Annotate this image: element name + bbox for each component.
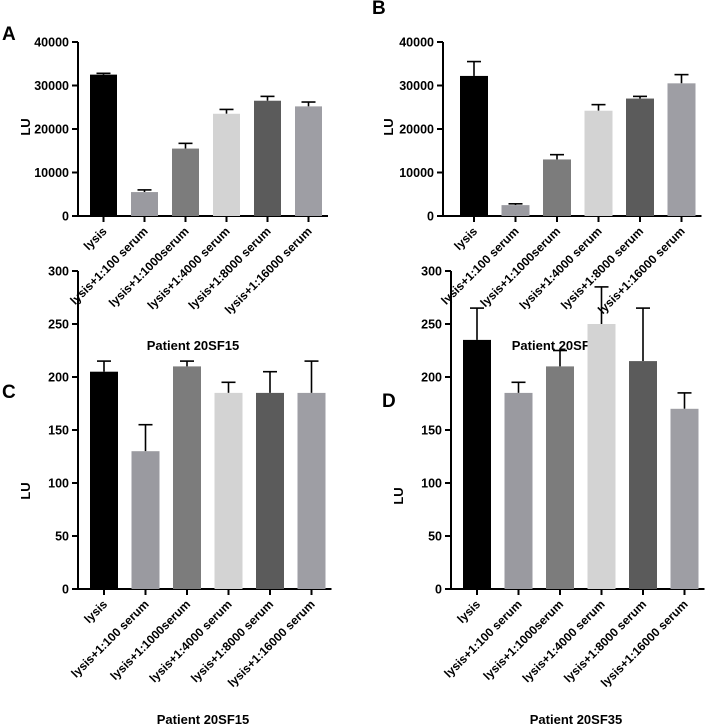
x-tick-label: lysis+1:100 serum xyxy=(68,597,151,680)
bar xyxy=(90,74,117,216)
x-tick-label: lysis+1:1000serum xyxy=(477,224,563,310)
chart-panel-d: D LU Patient 20SF35 0 50 100 150 200 250 300 ly… xyxy=(382,265,705,727)
y-tick-label: 200 xyxy=(48,371,69,385)
y-tick-label: 20000 xyxy=(34,123,69,137)
bar xyxy=(173,366,201,589)
y-tick-label: 100 xyxy=(421,477,442,491)
y-tick-label: 0 xyxy=(427,210,434,224)
bar xyxy=(670,408,699,589)
bar xyxy=(214,392,243,589)
y-tick-label: 30000 xyxy=(399,79,434,93)
bar xyxy=(172,148,199,216)
y-tick-label: 300 xyxy=(48,265,69,279)
x-tick-label: lysis xyxy=(81,224,110,253)
bar xyxy=(587,324,616,589)
y-tick-label: 0 xyxy=(435,583,442,597)
y-tick-label: 0 xyxy=(62,210,69,224)
y-tick-label: 10000 xyxy=(399,166,434,180)
bar xyxy=(584,110,613,216)
y-tick-label: 300 xyxy=(421,265,442,279)
y-axis-label: LU xyxy=(391,487,406,504)
y-axis-label: LU xyxy=(18,118,33,135)
x-tick-label: lysis+1:1000serum xyxy=(107,597,193,683)
bar xyxy=(667,83,696,216)
x-tick-label: lysis+1:1000serum xyxy=(480,597,566,683)
bar xyxy=(626,98,654,216)
y-tick-label: 10000 xyxy=(34,166,69,180)
y-tick-label: 50 xyxy=(55,530,69,544)
y-tick-label: 150 xyxy=(421,424,442,438)
bar xyxy=(131,451,160,589)
y-tick-label: 250 xyxy=(48,318,69,332)
chart-panel-a: A LU Patient 20SF15 0 10000 20000 30000 4000… xyxy=(2,24,328,353)
y-tick-label: 20000 xyxy=(399,123,434,137)
bar xyxy=(504,392,533,589)
bar xyxy=(543,159,571,216)
y-tick-label: 100 xyxy=(48,477,69,491)
x-axis-title: Patient 20SF15 xyxy=(157,712,250,727)
panel-letter: B xyxy=(372,0,386,19)
panel-letter: D xyxy=(382,391,396,412)
bar xyxy=(254,100,281,216)
bar xyxy=(629,361,657,589)
x-axis-title: Patient 20SF15 xyxy=(147,338,240,353)
y-tick-label: 0 xyxy=(62,583,69,597)
bar xyxy=(463,339,491,589)
chart-panel-c: C LU Patient 20SF15 0 50 100 150 200 250 300 ly… xyxy=(2,265,332,727)
bar xyxy=(501,205,530,216)
x-axis-title: Patient 20SF35 xyxy=(530,712,623,727)
y-tick-label: 30000 xyxy=(34,79,69,93)
x-tick-label: lysis xyxy=(454,597,483,626)
y-tick-label: 200 xyxy=(421,371,442,385)
y-tick-label: 50 xyxy=(428,530,442,544)
bar xyxy=(213,113,240,216)
chart-panel-b: B LU Patient 20SF35 0 10000 20000 30000 4000… xyxy=(372,0,702,353)
panel-letter: A xyxy=(2,24,16,45)
x-axis-title: Patient 20SF35 xyxy=(512,338,605,353)
bar xyxy=(546,366,574,589)
x-tick-label: lysis xyxy=(451,224,480,253)
x-tick-label: lysis xyxy=(81,597,110,626)
y-tick-label: 40000 xyxy=(399,36,434,50)
bar xyxy=(131,192,158,216)
bar xyxy=(295,106,322,216)
y-axis-label: LU xyxy=(18,482,33,499)
y-axis-label: LU xyxy=(381,118,396,135)
bar xyxy=(256,392,284,589)
panel-letter: C xyxy=(2,382,16,403)
y-tick-label: 40000 xyxy=(34,36,69,50)
bar xyxy=(460,75,488,217)
bar xyxy=(90,371,118,589)
x-tick-label: lysis+1:100 serum xyxy=(67,224,150,307)
y-tick-label: 150 xyxy=(48,424,69,438)
bar xyxy=(297,392,326,589)
x-tick-label: lysis+1:100 serum xyxy=(441,597,524,680)
y-tick-label: 250 xyxy=(421,318,442,332)
